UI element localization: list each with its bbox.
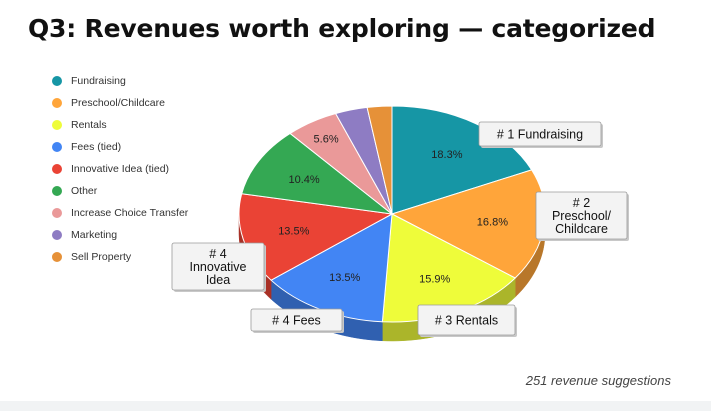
callout-frame: [478, 121, 602, 147]
callout-text: # 3 Rentals: [435, 314, 498, 328]
legend-label: Sell Property: [71, 251, 132, 263]
pie-slice: [366, 105, 393, 215]
slice-percent-label: 10.4%: [288, 174, 319, 186]
legend-label: Rentals: [71, 119, 107, 131]
bottom-strip: [0, 401, 711, 411]
legend-item: Innovative Idea (tied): [52, 158, 188, 180]
legend-swatch: [52, 98, 62, 108]
callout-text: # 4: [209, 247, 226, 261]
legend-swatch: [52, 76, 62, 86]
legend-item: Increase Choice Transfer: [52, 202, 188, 224]
callout-text: # 1 Fundraising: [497, 128, 583, 142]
pie-slice: [241, 132, 394, 215]
callout-text: # 2: [573, 196, 590, 210]
legend-swatch: [52, 164, 62, 174]
legend-swatch: [52, 252, 62, 262]
slice-percent-label: 13.5%: [278, 226, 309, 238]
suggestion-count: 251 revenue suggestions: [525, 373, 671, 388]
legend-label: Preschool/Childcare: [71, 97, 165, 109]
chart-legend: Fundraising Preschool/Childcare Rentals Fee…: [52, 70, 188, 268]
legend-item: Fundraising: [52, 70, 188, 92]
callout-box: # 1 Fundraising: [478, 121, 603, 148]
legend-label: Increase Choice Transfer: [71, 207, 189, 219]
callout-frame: [171, 242, 265, 291]
legend-swatch: [52, 230, 62, 240]
slice-percent-label: 16.8%: [477, 217, 508, 229]
pie-slice: [391, 105, 533, 215]
callout-box: # 4 Fees: [250, 308, 344, 333]
legend-item: Rentals: [52, 114, 188, 136]
pie-top: [238, 105, 546, 323]
slice-percent-label: 18.3%: [431, 149, 462, 161]
legend-swatch: [52, 120, 62, 130]
legend-item: Other: [52, 180, 188, 202]
callout-frame: [250, 308, 343, 332]
legend-item: Fees (tied): [52, 136, 188, 158]
callout-text: Childcare: [555, 222, 608, 236]
legend-item: Marketing: [52, 224, 188, 246]
legend-label: Innovative Idea (tied): [71, 163, 170, 175]
legend-item: Sell Property: [52, 246, 188, 268]
chart-title: Q3: Revenues worth exploring — categoriz…: [28, 14, 656, 43]
slice-percent-label: 15.9%: [419, 274, 450, 286]
legend-swatch: [52, 142, 62, 152]
legend-label: Fundraising: [71, 75, 126, 87]
callout-box: # 3 Rentals: [417, 304, 517, 337]
legend-swatch: [52, 186, 62, 196]
legend-swatch: [52, 208, 62, 218]
callout-text: Preschool/: [552, 209, 612, 223]
legend-label: Fees (tied): [71, 141, 122, 153]
callout-text: Idea: [206, 273, 230, 287]
callout-text: Innovative: [190, 260, 247, 274]
callout-frame: [417, 304, 516, 336]
pie-slice: [238, 193, 394, 281]
callout-text: # 4 Fees: [272, 314, 321, 328]
legend-label: Other: [71, 185, 98, 197]
legend-label: Marketing: [71, 229, 118, 241]
slice-percent-label: 5.6%: [314, 134, 339, 146]
legend-item: Preschool/Childcare: [52, 92, 188, 114]
callout-frame: [535, 191, 628, 240]
slice-percent-label: 13.5%: [329, 272, 360, 284]
